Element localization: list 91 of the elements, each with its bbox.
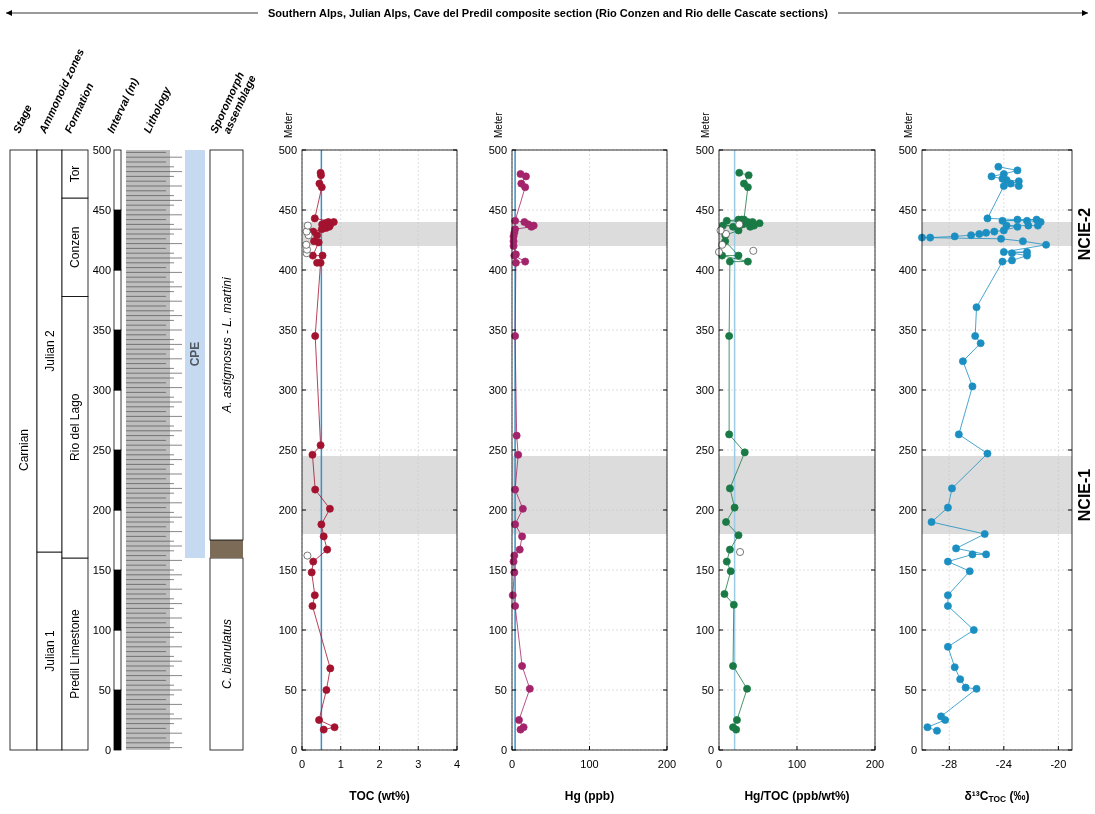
y-tick-label: 0 bbox=[290, 744, 297, 756]
y-tick-label: 500 bbox=[278, 144, 297, 156]
y-tick-label: 250 bbox=[278, 444, 297, 456]
y-tick-label: 200 bbox=[898, 504, 917, 516]
y-tick-label: 150 bbox=[488, 564, 507, 576]
y-tick-label: 100 bbox=[488, 624, 507, 636]
y-tick-label: 0 bbox=[500, 744, 507, 756]
y-tick-label: 400 bbox=[488, 264, 507, 276]
x-axis-title: δ¹³C$_{TOC}$ (‰) bbox=[964, 789, 1030, 804]
y-tick-label: 150 bbox=[695, 564, 714, 576]
y-tick-label: 100 bbox=[278, 624, 297, 636]
y-tick-label: 50 bbox=[494, 684, 507, 696]
y-tick-label: 450 bbox=[898, 204, 917, 216]
x-tick-label: 200 bbox=[865, 758, 885, 770]
y-tick-label: 350 bbox=[695, 324, 714, 336]
y-tick-label: 350 bbox=[898, 324, 917, 336]
x-tick-label: -28 bbox=[941, 758, 958, 770]
y-tick-label: 50 bbox=[904, 684, 917, 696]
x-tick-label: 0 bbox=[508, 758, 516, 770]
x-axis-title: Hg/TOC (ppb/wt%) bbox=[744, 789, 850, 803]
data-label: A. astigmosus - L. martini bbox=[219, 276, 234, 414]
y-tick-label: 500 bbox=[898, 144, 917, 156]
chart-title: Southern Alps, Julian Alps, Cave del Predil composite section (Rio Conzen and Rio delle Cascate sections) bbox=[268, 7, 829, 19]
data-label: C. bianulatus bbox=[219, 618, 234, 690]
y-tick-label: 300 bbox=[92, 384, 111, 396]
y-tick-label: 400 bbox=[278, 264, 297, 276]
x-tick-label: 3 bbox=[415, 758, 422, 770]
y-axis-title: Meter bbox=[493, 111, 504, 138]
x-tick-label: 200 bbox=[657, 758, 677, 770]
data-label: CPE bbox=[188, 341, 202, 367]
x-tick-label: 0 bbox=[298, 758, 306, 770]
y-tick-label: 300 bbox=[488, 384, 507, 396]
y-tick-label: 250 bbox=[488, 444, 507, 456]
y-axis-title: Meter bbox=[700, 111, 711, 138]
x-tick-label: 4 bbox=[453, 758, 461, 770]
y-tick-label: 0 bbox=[104, 744, 111, 756]
y-tick-label: 50 bbox=[284, 684, 297, 696]
y-axis-title: Meter bbox=[283, 111, 294, 138]
y-tick-label: 400 bbox=[92, 264, 111, 276]
y-tick-label: 500 bbox=[92, 144, 111, 156]
x-axis-title: Hg (ppb) bbox=[564, 789, 615, 803]
y-tick-label: 200 bbox=[695, 504, 714, 516]
y-tick-label: 450 bbox=[488, 204, 507, 216]
data-label: Rio del Lago bbox=[68, 393, 82, 461]
y-tick-label: 250 bbox=[898, 444, 917, 456]
y-tick-label: 50 bbox=[701, 684, 714, 696]
y-tick-label: 500 bbox=[488, 144, 507, 156]
data-label: Carnian bbox=[16, 428, 31, 472]
band-label: NCIE-2 bbox=[1076, 207, 1093, 261]
y-tick-label: 350 bbox=[92, 324, 111, 336]
y-tick-label: 300 bbox=[695, 384, 714, 396]
y-tick-label: 500 bbox=[695, 144, 714, 156]
x-tick-label: -20 bbox=[1050, 758, 1067, 770]
y-tick-label: 0 bbox=[910, 744, 917, 756]
x-tick-label: Stage bbox=[10, 102, 34, 135]
data-label: Predil Limestone bbox=[68, 608, 82, 699]
y-tick-label: 400 bbox=[898, 264, 917, 276]
x-tick-label: 2 bbox=[376, 758, 383, 770]
y-tick-label: 200 bbox=[278, 504, 297, 516]
y-tick-label: 150 bbox=[278, 564, 297, 576]
y-tick-label: 250 bbox=[92, 444, 111, 456]
y-tick-label: 450 bbox=[695, 204, 714, 216]
y-tick-label: 150 bbox=[92, 564, 111, 576]
y-tick-label: 200 bbox=[92, 504, 111, 516]
y-tick-label: 350 bbox=[278, 324, 297, 336]
y-tick-label: 400 bbox=[695, 264, 714, 276]
y-axis-title: Meter bbox=[903, 111, 914, 138]
y-tick-label: 150 bbox=[898, 564, 917, 576]
y-tick-label: 350 bbox=[488, 324, 507, 336]
y-tick-label: 300 bbox=[898, 384, 917, 396]
x-tick-label: 100 bbox=[787, 758, 807, 770]
band-label: NCIE-1 bbox=[1076, 468, 1093, 522]
data-label: Julian 2 bbox=[42, 330, 57, 372]
y-tick-label: 50 bbox=[98, 684, 111, 696]
y-tick-label: 450 bbox=[278, 204, 297, 216]
y-tick-label: 200 bbox=[488, 504, 507, 516]
data-label: Tor bbox=[68, 165, 82, 183]
x-tick-label: -24 bbox=[995, 758, 1012, 770]
data-label: Julian 1 bbox=[42, 630, 57, 672]
x-tick-label: 0 bbox=[715, 758, 723, 770]
data-label: Conzen bbox=[68, 226, 82, 268]
y-tick-label: 100 bbox=[695, 624, 714, 636]
x-axis-title: TOC (wt%) bbox=[349, 789, 410, 803]
y-tick-label: 450 bbox=[92, 204, 111, 216]
x-tick-label: 1 bbox=[337, 758, 344, 770]
y-tick-label: 100 bbox=[898, 624, 917, 636]
x-tick-label: 100 bbox=[580, 758, 599, 770]
y-tick-label: 0 bbox=[707, 744, 714, 756]
y-tick-label: 300 bbox=[278, 384, 297, 396]
y-tick-label: 250 bbox=[695, 444, 714, 456]
y-tick-label: 100 bbox=[92, 624, 111, 636]
